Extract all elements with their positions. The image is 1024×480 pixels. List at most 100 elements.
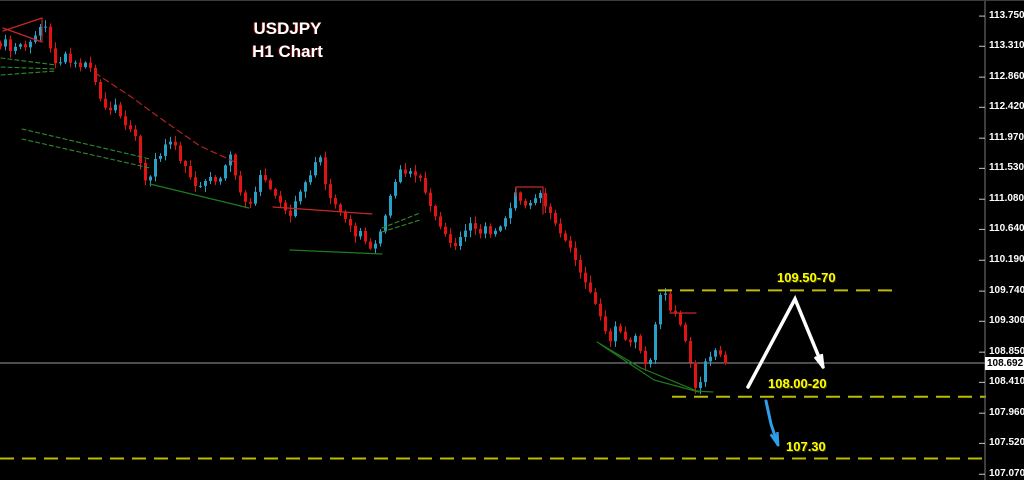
candle-body — [479, 228, 482, 234]
candle-body — [0, 43, 2, 47]
candle-body — [494, 230, 497, 235]
level-label: 107.30 — [786, 439, 826, 454]
candle-body — [634, 335, 637, 343]
candle-body — [149, 176, 152, 181]
level-label: 108.00-20 — [768, 376, 827, 391]
candle-body — [564, 233, 567, 241]
candle-body — [339, 204, 342, 213]
y-axis-label: 110.190 — [989, 254, 1024, 266]
y-axis-label: 109.740 — [989, 285, 1024, 297]
candle-body — [459, 236, 462, 247]
y-axis-label: 107.520 — [989, 437, 1024, 449]
candle-body — [139, 136, 142, 164]
green-support-2 — [289, 249, 383, 255]
candle-body — [659, 294, 662, 325]
candle-body — [654, 324, 657, 360]
y-axis-label: 112.420 — [989, 101, 1024, 113]
candle-body — [544, 193, 547, 207]
candle-body — [419, 175, 422, 178]
y-axis-label: 111.080 — [989, 193, 1024, 205]
green-dashed-c2 — [381, 219, 421, 233]
candle-body — [509, 208, 512, 219]
candle-body — [674, 310, 677, 313]
candle-body — [619, 326, 622, 332]
candle-body — [304, 182, 307, 192]
candle-body — [444, 226, 447, 235]
candle-body — [709, 356, 712, 362]
red-box-outline — [515, 186, 544, 215]
candle-body — [59, 62, 62, 64]
candle-body — [394, 182, 397, 196]
candle-body — [524, 200, 527, 206]
candle-body — [109, 107, 112, 111]
y-axis-label: 107.960 — [989, 407, 1024, 419]
blue-breakdown-arrow-head — [776, 431, 780, 446]
candle-body — [279, 195, 282, 203]
green-fan-1 — [596, 341, 714, 393]
candle-body — [664, 293, 667, 295]
candle-body — [359, 230, 362, 237]
chart-title: USDJPY H1 Chart — [200, 17, 375, 63]
candle-body — [154, 158, 157, 177]
candle-body — [234, 154, 237, 176]
candle-body — [554, 212, 557, 224]
candle-body — [689, 340, 692, 363]
white-projection-arrow-head — [820, 353, 825, 368]
candle-body — [174, 141, 177, 146]
candle-body — [549, 206, 552, 213]
candle-body — [594, 292, 597, 304]
blue-breakdown-arrow — [764, 399, 780, 447]
candle-body — [399, 169, 402, 183]
candle-body — [439, 216, 442, 227]
current-price-box: 108.692 — [985, 357, 1024, 370]
candle-body — [134, 129, 137, 137]
candle-body — [54, 48, 57, 64]
candle-body — [704, 361, 707, 383]
candle-body — [214, 177, 217, 182]
green-dashed-a3 — [0, 70, 57, 76]
candle-body — [464, 230, 467, 237]
candle-body — [144, 163, 147, 181]
price-axis[interactable]: 108.692 113.750 113.310 112.860 112.420 111.… — [985, 1, 1024, 480]
candle-body — [389, 195, 392, 216]
y-axis-label: 113.750 — [989, 10, 1024, 22]
y-axis-label: 112.860 — [989, 71, 1024, 83]
candle-body — [194, 177, 197, 187]
candle-body — [404, 169, 407, 174]
candle-body — [179, 145, 182, 162]
candle-body — [719, 350, 722, 355]
candle-body — [614, 326, 617, 342]
candle-body — [259, 175, 262, 192]
candle-body — [264, 175, 267, 181]
candle-body — [209, 177, 212, 182]
candle-body — [289, 210, 292, 217]
candle-body — [519, 192, 522, 201]
level-label: 109.50-70 — [777, 270, 836, 285]
candle-body — [4, 39, 7, 47]
candle-body — [349, 218, 352, 226]
candle-body — [669, 293, 672, 311]
candle-body — [584, 272, 587, 283]
candle-body — [609, 331, 612, 342]
candle-body — [189, 166, 192, 178]
candle-body — [484, 226, 487, 234]
candle-body — [334, 198, 337, 205]
candle-body — [539, 193, 542, 199]
candle-body — [599, 303, 602, 317]
candle-body — [34, 35, 37, 42]
green-fan-2 — [599, 343, 700, 393]
candle-body — [329, 184, 332, 199]
candle-body — [384, 215, 387, 232]
red-highs-trendline — [272, 206, 373, 215]
candle-body — [579, 259, 582, 273]
candle-body — [44, 26, 47, 28]
candle-body — [354, 225, 357, 237]
candle-body — [164, 144, 167, 156]
candle-body — [184, 161, 187, 167]
y-axis-label: 110.640 — [989, 223, 1024, 235]
y-axis-label: 111.530 — [989, 162, 1024, 174]
candle-body — [104, 98, 107, 108]
red-wedge-top — [2, 17, 43, 32]
candle-body — [644, 350, 647, 365]
